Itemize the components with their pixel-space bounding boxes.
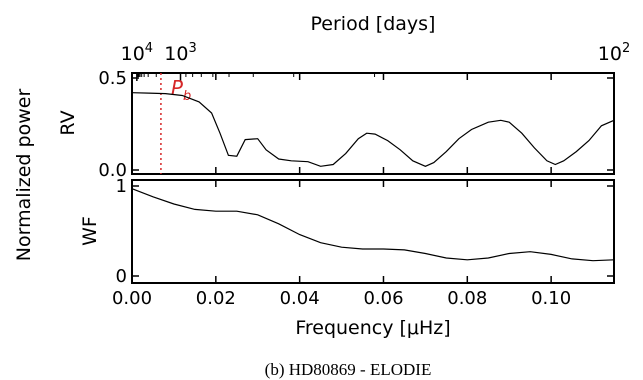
y-axis-label: Normalized power bbox=[13, 89, 35, 262]
y-tick-label: 0.0 bbox=[98, 160, 127, 181]
top-axis-title: Period [days] bbox=[311, 13, 436, 35]
x-tick-label: 0.00 bbox=[112, 288, 152, 309]
period-tick-label: 104 bbox=[121, 41, 153, 65]
rv-ylabel: RV bbox=[57, 110, 79, 135]
y-tick-label: 1 bbox=[116, 176, 127, 197]
wf-series-line bbox=[131, 188, 615, 262]
period-tick-label: 103 bbox=[164, 41, 196, 65]
x-tick-label: 0.02 bbox=[196, 288, 236, 309]
wf-frame bbox=[131, 179, 615, 284]
x-axis-label: Frequency [μHz] bbox=[295, 317, 450, 339]
x-tick-label: 0.08 bbox=[447, 288, 487, 309]
pb-marker-label: Pb bbox=[171, 76, 191, 104]
period-tick-label: 102 bbox=[598, 41, 630, 65]
x-tick-label: 0.10 bbox=[531, 288, 571, 309]
x-tick-label: 0.04 bbox=[280, 288, 320, 309]
period-tick-exponent: 4 bbox=[145, 41, 153, 56]
wf-panel: WF 0 1 bbox=[79, 176, 615, 287]
figure-caption: (b) HD80869 - ELODIE bbox=[265, 360, 432, 379]
y-tick-label: 0 bbox=[116, 266, 127, 287]
rv-series-line bbox=[131, 92, 615, 167]
wf-ylabel: WF bbox=[79, 216, 101, 246]
pb-marker-subscript: b bbox=[183, 89, 191, 104]
x-tick-labels: 0.00 0.02 0.04 0.06 0.08 0.10 bbox=[112, 288, 571, 309]
x-tick-label: 0.06 bbox=[363, 288, 403, 309]
rv-panel: RV 0.0 0.5 Pb bbox=[57, 68, 615, 181]
y-tick-label: 0.5 bbox=[98, 68, 127, 89]
period-tick-exponent: 2 bbox=[622, 41, 630, 56]
rv-frame bbox=[131, 72, 615, 175]
period-tick-exponent: 3 bbox=[188, 41, 196, 56]
top-tick-labels: 104 103 102 bbox=[121, 41, 630, 81]
